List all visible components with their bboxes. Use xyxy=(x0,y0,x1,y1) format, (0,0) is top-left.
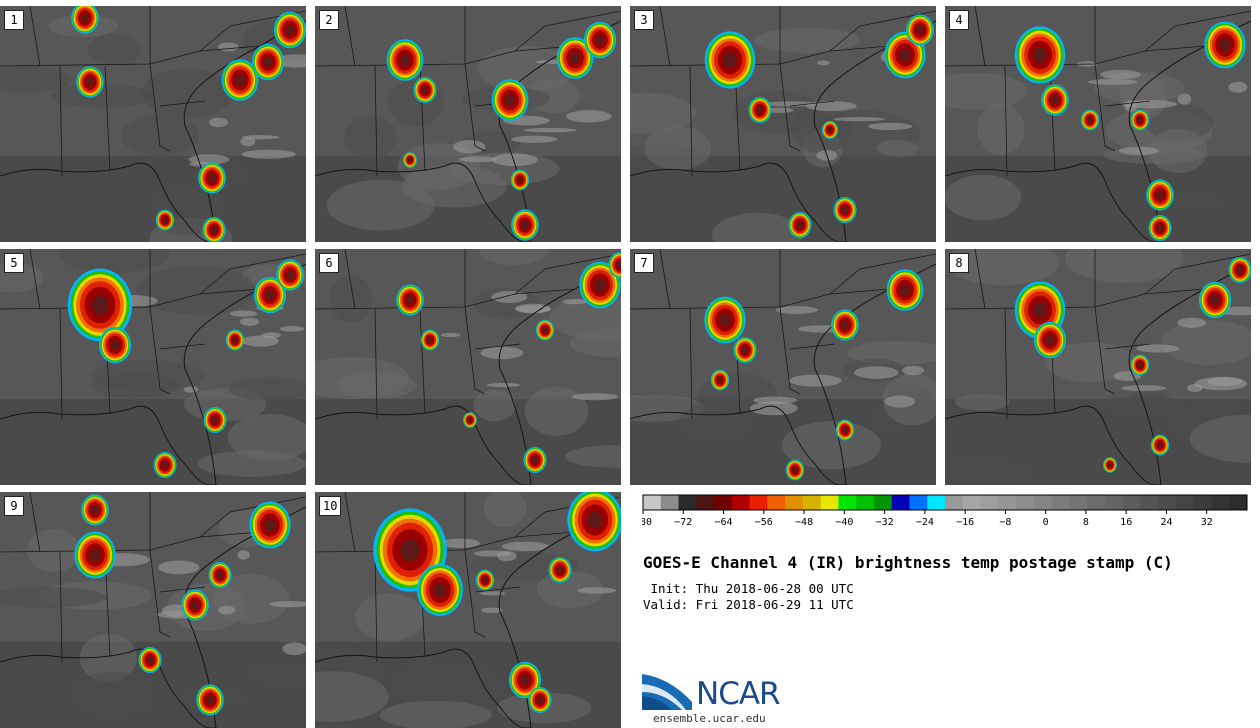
colorbar-swatch xyxy=(1051,495,1070,510)
map-panel-6: 6 xyxy=(315,249,621,485)
colorbar-swatch xyxy=(909,495,928,510)
colorbar-tick-label: −8 xyxy=(999,517,1011,528)
colorbar-swatch xyxy=(696,495,715,510)
panel-number: 9 xyxy=(4,496,24,516)
colorbar-tick-label: 32 xyxy=(1201,517,1213,528)
satellite-image xyxy=(945,6,1251,242)
colorbar-swatch xyxy=(891,495,910,510)
page-title: GOES-E Channel 4 (IR) brightness temp po… xyxy=(643,553,1173,572)
colorbar-swatch xyxy=(785,495,804,510)
colorbar-tick-label: −56 xyxy=(755,517,773,528)
colorbar-swatch xyxy=(980,495,999,510)
colorbar-tick-label: −16 xyxy=(956,517,974,528)
logo-url: ensemble.ucar.edu xyxy=(653,712,766,725)
colorbar-swatch xyxy=(1158,495,1177,510)
map-panel-7: 7 xyxy=(630,249,936,485)
colorbar-swatch xyxy=(856,495,875,510)
colorbar-swatch xyxy=(998,495,1017,510)
colorbar-swatch xyxy=(1033,495,1052,510)
satellite-image xyxy=(315,492,621,728)
panel-number: 2 xyxy=(319,10,339,30)
satellite-image xyxy=(630,249,936,485)
map-panel-1: 1 xyxy=(0,6,306,242)
colorbar-swatch xyxy=(1140,495,1159,510)
colorbar-tick-label: −40 xyxy=(835,517,853,528)
colorbar-swatch xyxy=(1229,495,1248,510)
colorbar-swatch xyxy=(731,495,750,510)
panel-number: 3 xyxy=(634,10,654,30)
colorbar-tick-label: 24 xyxy=(1160,517,1172,528)
ncar-wave-icon xyxy=(642,674,692,710)
panel-number: 5 xyxy=(4,253,24,273)
map-panel-8: 8 xyxy=(945,249,1251,485)
valid-time: Valid: Fri 2018-06-29 11 UTC xyxy=(643,597,854,612)
colorbar-swatch xyxy=(838,495,857,510)
colorbar-tick-label: −64 xyxy=(715,517,733,528)
map-panel-5: 5 xyxy=(0,249,306,485)
satellite-image xyxy=(0,6,306,242)
colorbar-tick-label: −80 xyxy=(642,517,652,528)
satellite-image xyxy=(945,249,1251,485)
colorbar-swatch xyxy=(802,495,822,510)
panel-number: 10 xyxy=(319,496,342,516)
colorbar-swatch xyxy=(1104,495,1124,510)
colorbar-swatch xyxy=(927,495,946,510)
panel-number: 7 xyxy=(634,253,654,273)
colorbar-swatch xyxy=(1122,495,1141,510)
colorbar-swatch xyxy=(873,495,893,510)
map-panel-9: 9 xyxy=(0,492,306,728)
colorbar-swatch xyxy=(1175,495,1195,510)
colorbar-swatch xyxy=(1193,495,1212,510)
map-panel-4: 4 xyxy=(945,6,1251,242)
panel-number: 4 xyxy=(949,10,969,30)
colorbar-swatch xyxy=(945,495,964,510)
colorbar-tick-label: 0 xyxy=(1043,517,1049,528)
map-panel-10: 10 xyxy=(315,492,621,728)
init-time: Init: Thu 2018-06-28 00 UTC xyxy=(643,581,854,596)
colorbar-tick-label: 16 xyxy=(1120,517,1132,528)
colorbar-tick-label: −24 xyxy=(916,517,934,528)
colorbar-swatch xyxy=(767,495,786,510)
colorbar-tick-label: −32 xyxy=(876,517,894,528)
satellite-image xyxy=(0,492,306,728)
colorbar-swatch xyxy=(714,495,733,510)
colorbar-swatch xyxy=(962,495,981,510)
colorbar-tick-label: −72 xyxy=(674,517,692,528)
satellite-image xyxy=(315,249,621,485)
logo-wordmark: NCAR xyxy=(696,676,781,712)
panel-number: 1 xyxy=(4,10,24,30)
colorbar-swatch xyxy=(820,495,839,510)
panel-number: 8 xyxy=(949,253,969,273)
colorbar-swatch xyxy=(1211,495,1230,510)
colorbar-tick-label: −48 xyxy=(795,517,813,528)
map-panel-3: 3 xyxy=(630,6,936,242)
ncar-logo: NCAR ensemble.ucar.edu xyxy=(642,670,802,726)
map-panel-2: 2 xyxy=(315,6,621,242)
satellite-image xyxy=(315,6,621,242)
panel-number: 6 xyxy=(319,253,339,273)
colorbar-swatch xyxy=(1016,495,1035,510)
colorbar-swatch xyxy=(1069,495,1088,510)
colorbar-swatch xyxy=(660,495,679,510)
colorbar-swatch xyxy=(749,495,768,510)
colorbar-tick-label: 8 xyxy=(1083,517,1089,528)
satellite-image xyxy=(630,6,936,242)
satellite-image xyxy=(0,249,306,485)
colorbar-swatch xyxy=(678,495,697,510)
colorbar-swatch xyxy=(643,495,662,510)
colorbar-swatch xyxy=(1087,495,1106,510)
